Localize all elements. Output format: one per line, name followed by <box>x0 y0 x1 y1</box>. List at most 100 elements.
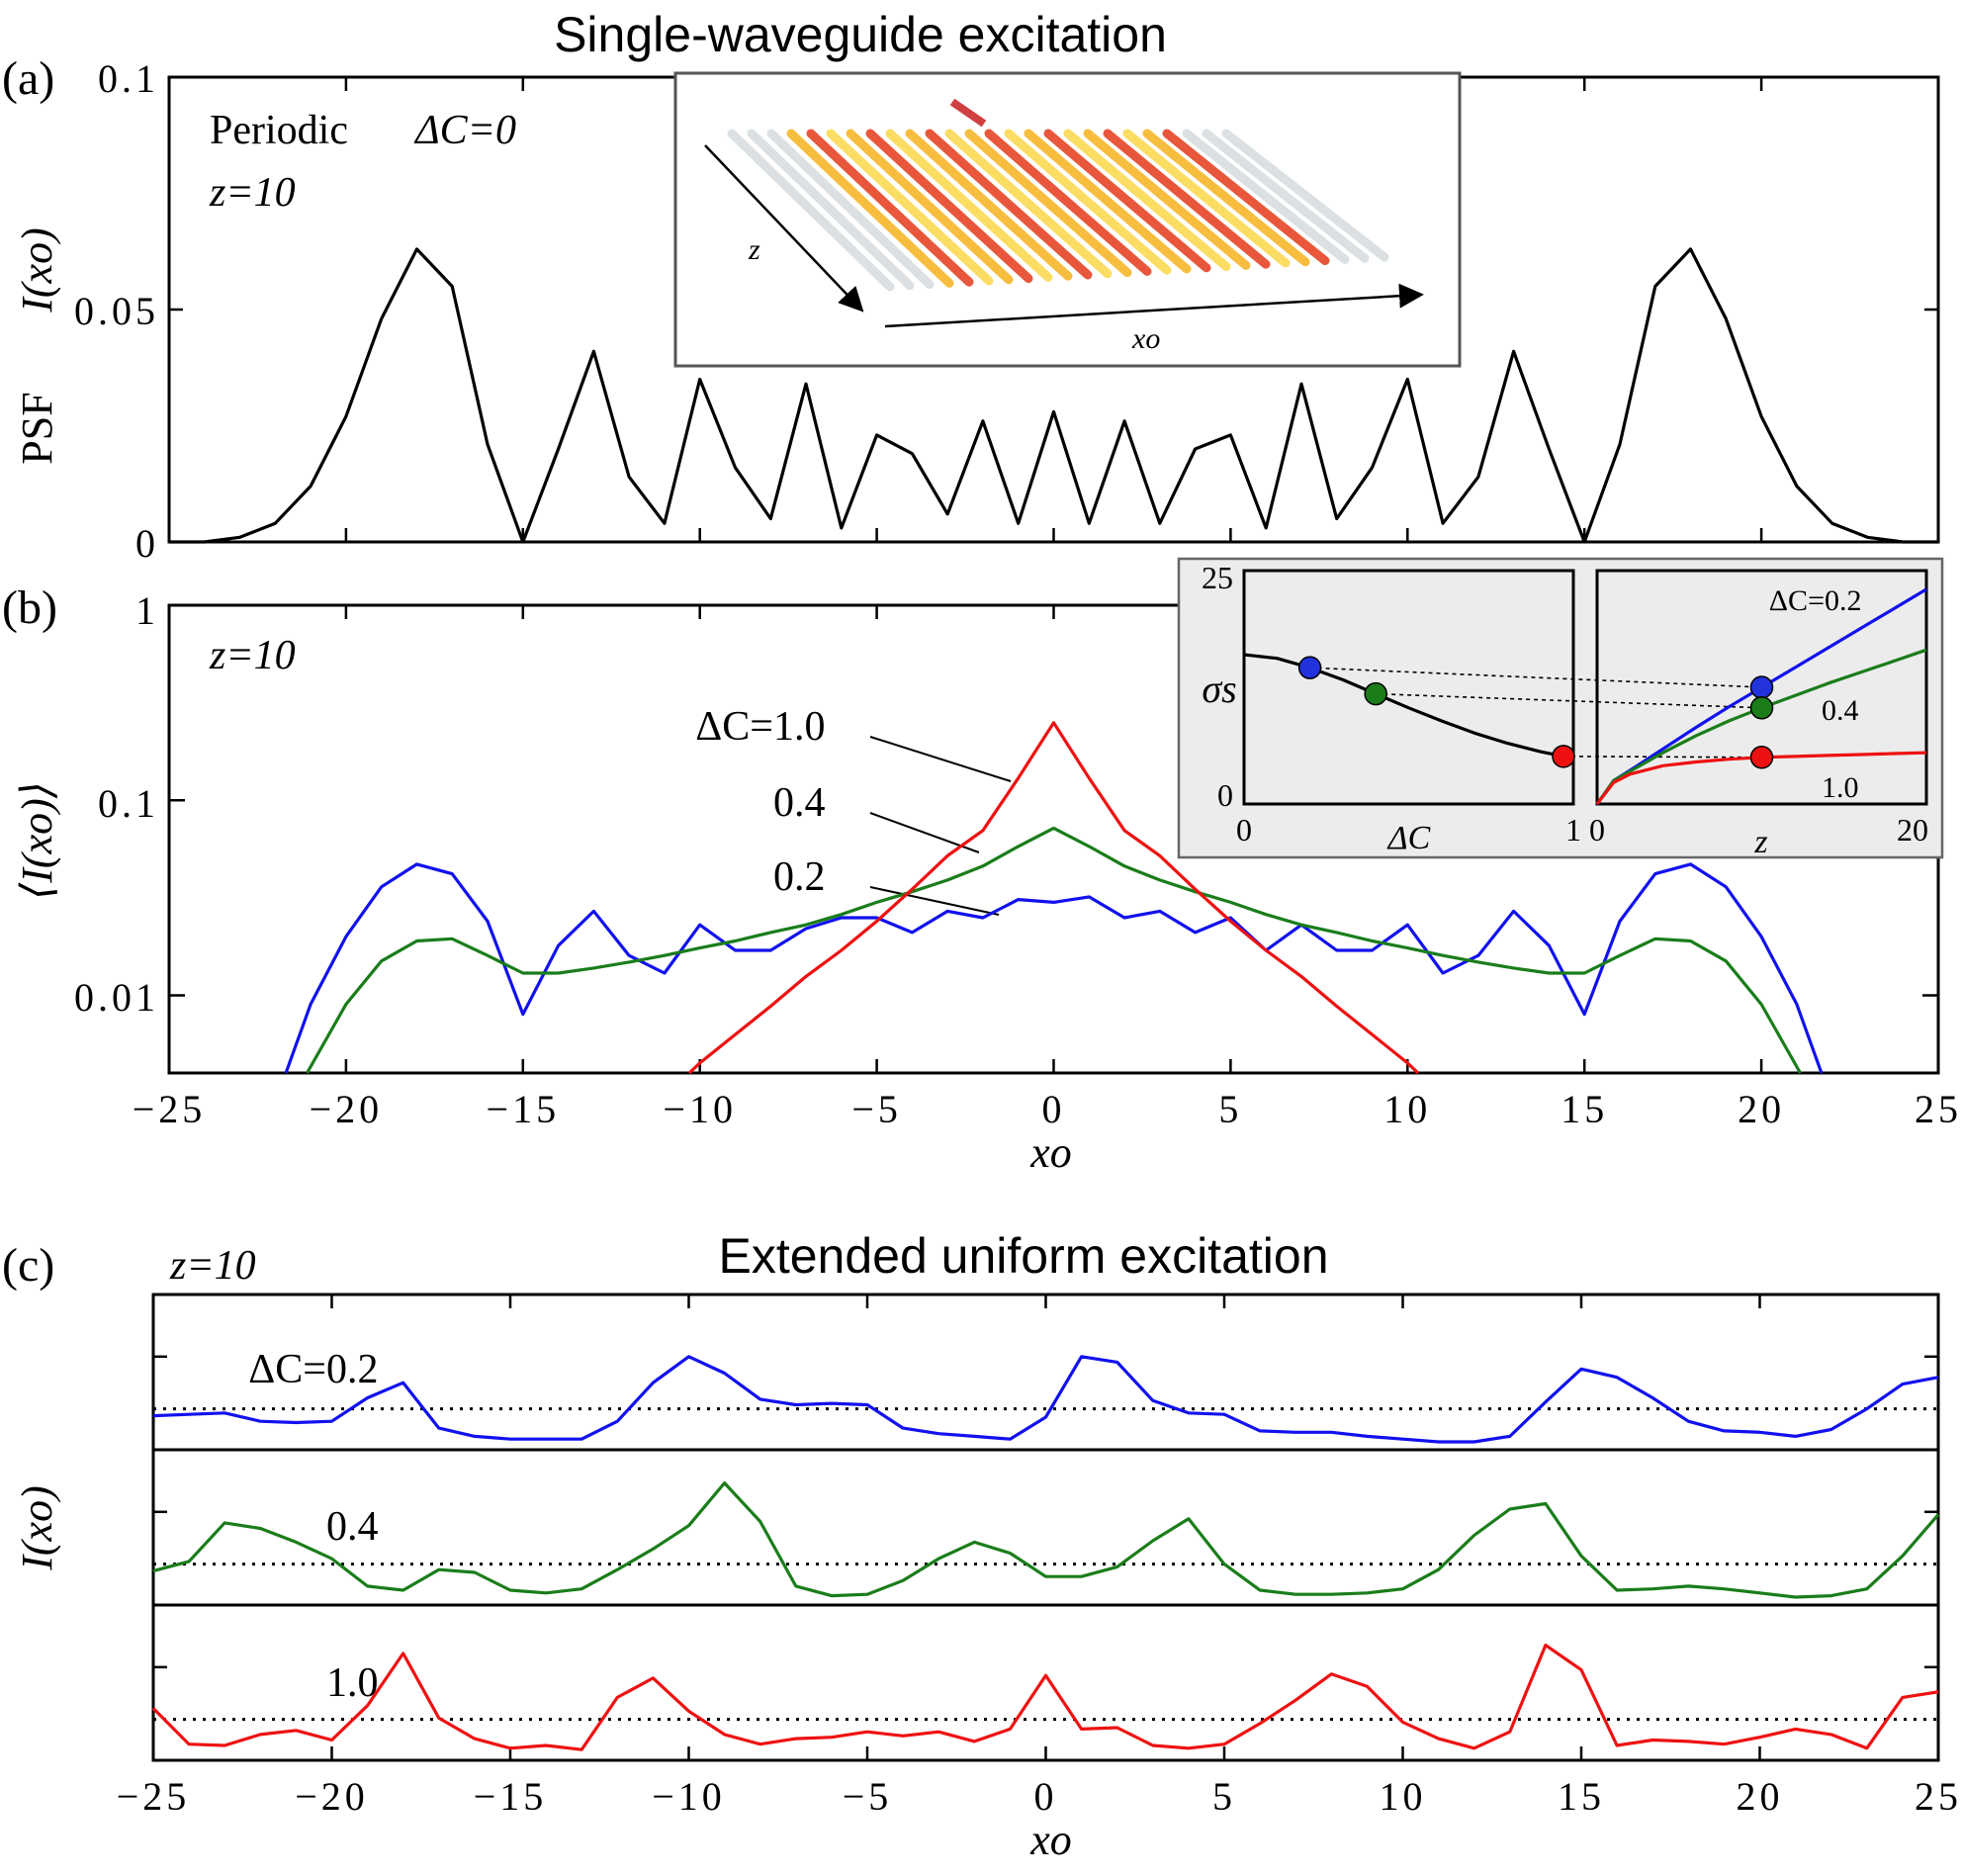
panel-b-series-line <box>687 721 1420 1075</box>
inset-right-xtick-1: 20 <box>1897 812 1928 848</box>
panel-c-xtick-label: 15 <box>1558 1774 1605 1819</box>
inset-left-xtick-1: 1 <box>1565 812 1581 848</box>
inset-right-marker <box>1749 696 1774 720</box>
panel-b-curves <box>284 721 1824 1075</box>
waveguide <box>806 129 974 287</box>
legend-prefix-1: ΔC= <box>695 704 773 750</box>
panel-b-ylabel: ⟨I(xo)⟩ <box>13 781 61 900</box>
x-axis-arrow-icon <box>884 283 1424 328</box>
panel-c-xtick-label: 10 <box>1380 1774 1427 1819</box>
panel-c-xtick-label: −15 <box>474 1774 548 1819</box>
panel-c-legend-green: 0.4 <box>326 1504 379 1550</box>
panel-b-xlabel: xo <box>1029 1128 1072 1177</box>
panel-a-note-periodic: Periodic <box>210 108 348 153</box>
panel-a-note-z: z=10 <box>209 170 296 216</box>
waveguide <box>1182 129 1350 264</box>
panel-b-xticklabels: −25 −20 −15 −10 −5 0 5 10 15 20 25 <box>133 1087 1962 1131</box>
waveguide <box>1122 129 1291 268</box>
waveguide <box>766 129 935 290</box>
panel-b-xtick-label: −5 <box>851 1087 902 1131</box>
inset-left-xlabel: ΔC <box>1386 820 1431 856</box>
inset-right-curve <box>1595 751 1927 805</box>
panel-b-series-line <box>284 862 1824 1074</box>
panel-b-xtick-label: 0 <box>1042 1087 1066 1131</box>
legend-label-blue: 0.2 <box>773 854 826 900</box>
legend-label-green: 0.4 <box>773 780 826 826</box>
z-axis-arrow-icon <box>704 144 864 313</box>
inset-left-marker <box>1297 656 1322 679</box>
panel-c-letter: (c) <box>2 1239 54 1292</box>
waveguide <box>727 129 895 292</box>
panel-b-xtick-label: 10 <box>1383 1087 1431 1131</box>
panel-c-xtick-label: 5 <box>1212 1774 1236 1819</box>
panel-c-series-line <box>151 1644 1939 1751</box>
panel-a-note-dc: ΔC=0 <box>413 108 516 153</box>
panel-a-ylabel-text: I(xo) <box>13 227 61 313</box>
panel-b-letter: (b) <box>2 581 57 634</box>
sigma-inset-lines <box>1243 587 1927 805</box>
sigma-inset-left-frame <box>1242 569 1575 806</box>
panel-b-xtick-label: −10 <box>663 1087 737 1131</box>
inset-right-marker <box>1749 675 1774 699</box>
inset-right-xtick-0: 0 <box>1589 812 1605 848</box>
waveguide <box>1103 129 1271 269</box>
panel-b-series-line <box>306 826 1802 1074</box>
panel-b-note-z: z=10 <box>209 633 296 678</box>
panel-b-xtick-label: 15 <box>1561 1087 1608 1131</box>
leader-line-red <box>869 736 1012 782</box>
panel-c-xtick-label: −25 <box>117 1774 191 1819</box>
leader-line-blue <box>869 886 1000 916</box>
panel-c-series-line <box>152 1481 1940 1599</box>
panel-c-xtick-label: −10 <box>652 1774 726 1819</box>
panel-b-xtick-label: −15 <box>487 1087 561 1131</box>
inset-left-marker <box>1364 681 1387 706</box>
panel-b-xtick-label: 5 <box>1218 1087 1242 1131</box>
panel-c-frame <box>151 1293 1940 1762</box>
panel-b-xtick-label: 20 <box>1738 1087 1785 1131</box>
waveguide <box>885 129 1053 282</box>
inset-ytick-25: 25 <box>1202 560 1233 595</box>
inset-legend-prefix: ΔC= <box>1769 584 1825 617</box>
panel-a-ytick-0: 0 <box>135 521 159 566</box>
inset-ytick-0: 0 <box>1217 777 1233 813</box>
waveguide <box>747 129 915 291</box>
inset-left-marker <box>1552 745 1575 768</box>
waveguide <box>984 129 1152 276</box>
panel-c-xticklabels: −25 −20 −15 −10 −5 0 5 10 15 20 25 <box>117 1774 1962 1819</box>
panel-c-title: Extended uniform excitation <box>718 1228 1328 1284</box>
panel-c-xtick-label: −20 <box>295 1774 369 1819</box>
waveguide <box>905 129 1073 281</box>
inset-right-xlabel: z <box>1753 824 1767 860</box>
panel-c-curves <box>151 1355 1940 1751</box>
panel-a-ytick-1: 0.05 <box>74 289 159 333</box>
waveguide <box>1063 129 1231 272</box>
inset-x-label: xo <box>1131 322 1160 355</box>
panel-c-xtick-label: −5 <box>843 1774 893 1819</box>
waveguide <box>1083 129 1251 270</box>
panel-b-xtick-label: 25 <box>1915 1087 1962 1131</box>
panel-b-ytick-2: 1 <box>135 588 159 633</box>
panel-b-ytick-1: 0.1 <box>98 781 159 826</box>
panel-a-letter: (a) <box>2 52 54 105</box>
panel-c-note-z: z=10 <box>169 1243 256 1289</box>
waveguide <box>1202 129 1370 263</box>
inset-guide-line <box>1376 692 1762 709</box>
panel-c-xlabel: xo <box>1029 1816 1072 1864</box>
inset-right-marker <box>1749 746 1774 769</box>
waveguide <box>1142 129 1310 267</box>
waveguide <box>1221 129 1389 262</box>
panel-c-xtick-label: 0 <box>1034 1774 1058 1819</box>
sigma-inset-background <box>1177 557 1944 859</box>
panel-c-ticks <box>151 1295 1940 1760</box>
panel-c-legend-blue: 0.2 <box>326 1347 379 1392</box>
inset-ylabel: σs <box>1202 667 1236 711</box>
panel-c-xtick-label: 25 <box>1915 1774 1962 1819</box>
inset-z-label: z <box>748 233 760 266</box>
input-arrow-icon <box>949 98 987 128</box>
waveguide <box>1024 129 1192 274</box>
inset-legend-red: 1.0 <box>1822 771 1859 804</box>
waveguide <box>1162 129 1330 266</box>
waveguide <box>786 129 954 288</box>
inset-right-curve <box>1595 648 1927 805</box>
waveguide <box>925 129 1093 280</box>
